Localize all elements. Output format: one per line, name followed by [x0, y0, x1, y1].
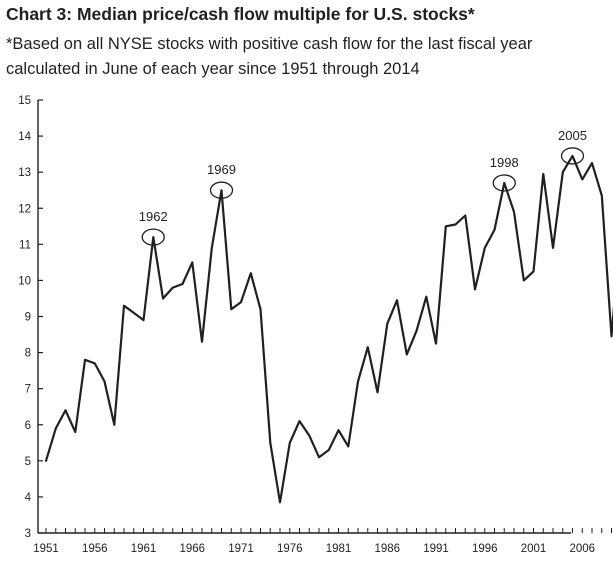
x-tick-label: 1951 [33, 543, 59, 555]
y-tick-label: 15 [18, 95, 31, 107]
x-tick-label: 1986 [374, 543, 400, 555]
y-tick-label: 4 [25, 492, 32, 504]
x-tick-label: 1961 [131, 543, 157, 555]
y-tick-label: 10 [18, 275, 31, 287]
x-axis-ticks: 1951 1956 1961 1966 1971 1976 1981 1986 1991 1996… [33, 528, 612, 555]
annotation-group: 196219691998200520132014 [139, 128, 587, 246]
series-group [44, 154, 613, 504]
x-tick-label: 1991 [423, 543, 449, 555]
y-tick-label: 6 [25, 420, 31, 432]
x-tick-label: 1971 [228, 543, 254, 555]
annotation-label-1998: 1998 [490, 155, 519, 170]
y-tick-label: 14 [18, 131, 31, 143]
x-tick-label: 2001 [521, 543, 547, 555]
y-tick-label: 12 [18, 203, 31, 215]
y-tick-label: 5 [25, 456, 31, 468]
annotation-label-2005: 2005 [558, 128, 587, 143]
annotation-circle-1969 [209, 181, 234, 199]
x-tick-label: 1976 [277, 543, 303, 555]
x-tick-label: 1996 [472, 543, 498, 555]
x-tick-label: 1956 [82, 543, 108, 555]
x-tick-label: 2006 [569, 543, 595, 555]
y-axis-ticks: 3 4 5 6 7 8 9 10 11 12 13 14 15 [18, 95, 43, 540]
chart-subtitle: *Based on all NYSE stocks with positive … [6, 35, 533, 78]
annotation-circle-1998 [492, 174, 516, 192]
annotation-circle-1962 [141, 228, 165, 246]
annotation-circle-2005 [560, 147, 585, 165]
annotation-label-1969: 1969 [207, 162, 236, 177]
annotation-label-1962: 1962 [139, 209, 168, 224]
x-tick-label: 1981 [326, 543, 352, 555]
x-tick-label: 1966 [179, 543, 205, 555]
series-line [44, 154, 613, 504]
y-tick-label: 13 [18, 167, 31, 179]
y-tick-label: 8 [25, 348, 31, 360]
y-tick-label: 7 [25, 384, 31, 396]
chart-title: Chart 3: Median price/cash flow multiple… [6, 4, 475, 24]
y-tick-label: 11 [19, 239, 31, 251]
y-tick-label: 3 [25, 528, 31, 540]
y-tick-label: 9 [25, 312, 31, 324]
